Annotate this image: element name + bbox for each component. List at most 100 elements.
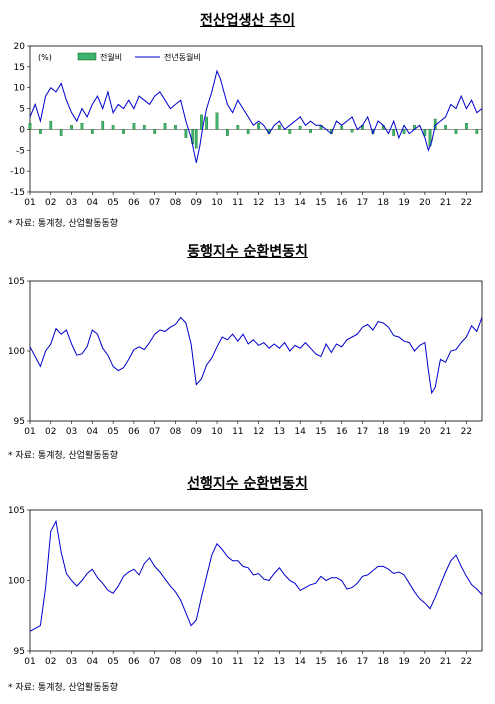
line-leading-index <box>29 519 483 632</box>
bar-mom <box>80 123 84 130</box>
bar-mom <box>132 123 136 130</box>
x-tick-label: 04 <box>87 657 99 667</box>
bar-mom <box>111 125 115 130</box>
y-tick-label: 0 <box>19 125 25 135</box>
unit-label: (%) <box>38 53 52 62</box>
x-tick-label: 05 <box>107 657 118 667</box>
y-tick-label: -10 <box>10 167 25 177</box>
x-tick-label: 12 <box>253 427 264 437</box>
chart1-source: * 자료: 통계청, 산업활동동향 <box>8 219 119 229</box>
y-tick-label: 105 <box>8 277 25 287</box>
x-tick-label: 15 <box>315 427 326 437</box>
x-tick-label: 22 <box>461 657 472 667</box>
y-tick-label: 15 <box>14 63 25 73</box>
x-tick-label: 22 <box>461 427 472 437</box>
y-tick-label: 5 <box>19 105 25 115</box>
chart3-title: 선행지수 순환변동치 <box>187 476 308 492</box>
x-tick-label: 03 <box>66 198 77 208</box>
y-tick-label: 10 <box>14 84 26 94</box>
bar-mom <box>153 129 157 134</box>
bar-mom <box>246 129 250 134</box>
x-tick-label: 17 <box>357 657 368 667</box>
x-tick-label: 08 <box>170 198 182 208</box>
bar-mom <box>465 123 468 130</box>
x-tick-label: 17 <box>357 427 368 437</box>
bar-mom <box>174 125 177 130</box>
x-tick-label: 06 <box>128 657 140 667</box>
bar-mom <box>163 123 167 130</box>
x-tick-label: 01 <box>24 198 35 208</box>
bar-mom <box>350 129 354 133</box>
x-tick-label: 10 <box>211 198 223 208</box>
bar-mom <box>142 125 146 130</box>
x-tick-label: 08 <box>170 657 182 667</box>
x-tick-label: 03 <box>66 427 77 437</box>
x-tick-label: 13 <box>274 198 285 208</box>
x-tick-label: 03 <box>66 657 77 667</box>
x-tick-label: 02 <box>45 198 56 208</box>
y-tick-label: 105 <box>8 506 25 516</box>
x-tick-label: 06 <box>128 427 140 437</box>
x-tick-label: 17 <box>357 198 368 208</box>
x-tick-label: 11 <box>232 427 243 437</box>
bar-mom <box>402 129 406 134</box>
x-tick-label: 18 <box>378 657 390 667</box>
bar-mom <box>257 123 260 130</box>
y-tick-label: -15 <box>10 188 25 198</box>
x-tick-label: 11 <box>232 198 243 208</box>
x-tick-label: 01 <box>24 657 35 667</box>
bar-mom <box>309 129 312 133</box>
x-tick-label: 16 <box>336 657 348 667</box>
x-tick-label: 13 <box>274 427 285 437</box>
bar-mom <box>288 129 292 134</box>
y-tick-label: -5 <box>16 146 25 156</box>
y-tick-label: 20 <box>14 42 26 52</box>
bar-mom <box>184 129 188 138</box>
x-tick-label: 06 <box>128 198 140 208</box>
x-tick-label: 13 <box>274 657 285 667</box>
bar-mom <box>194 129 198 149</box>
bar-mom <box>215 112 219 130</box>
x-tick-label: 18 <box>378 427 390 437</box>
bar-mom <box>278 125 281 130</box>
bar-mom <box>226 129 229 136</box>
bar-mom <box>70 125 73 130</box>
x-tick-label: 14 <box>294 198 306 208</box>
chart3-source: * 자료: 통계청, 산업활동동향 <box>8 683 119 693</box>
x-tick-label: 05 <box>107 198 118 208</box>
x-tick-label: 01 <box>24 427 35 437</box>
x-tick-label: 02 <box>45 657 56 667</box>
x-tick-label: 20 <box>419 427 431 437</box>
x-tick-label: 22 <box>461 198 472 208</box>
x-tick-label: 19 <box>398 198 410 208</box>
x-tick-label: 14 <box>294 427 306 437</box>
line-coincident-index <box>29 316 483 395</box>
bar-mom <box>49 120 53 130</box>
bar-mom <box>39 129 42 134</box>
x-tick-label: 10 <box>211 427 223 437</box>
x-tick-label: 09 <box>191 657 203 667</box>
bar-mom <box>122 129 125 134</box>
x-tick-label: 16 <box>336 427 348 437</box>
y-tick-label: 95 <box>14 647 25 657</box>
legend-label-yoy: 전년동월비 <box>164 52 201 62</box>
bar-mom <box>475 129 479 134</box>
bar-mom <box>444 125 447 130</box>
x-tick-label: 07 <box>149 657 160 667</box>
x-tick-label: 12 <box>253 198 264 208</box>
legend-swatch-mom <box>77 52 97 61</box>
bar-mom <box>298 125 302 130</box>
x-tick-label: 21 <box>440 657 451 667</box>
bar-mom <box>101 120 105 130</box>
x-tick-label: 19 <box>398 657 410 667</box>
x-tick-label: 12 <box>253 657 264 667</box>
x-tick-label: 04 <box>87 427 99 437</box>
x-tick-label: 10 <box>211 657 223 667</box>
x-tick-label: 20 <box>419 198 431 208</box>
x-tick-label: 21 <box>440 427 451 437</box>
y-tick-label: 95 <box>14 417 25 427</box>
bar-mom <box>90 129 94 134</box>
x-tick-label: 15 <box>315 657 326 667</box>
x-tick-label: 05 <box>107 427 118 437</box>
